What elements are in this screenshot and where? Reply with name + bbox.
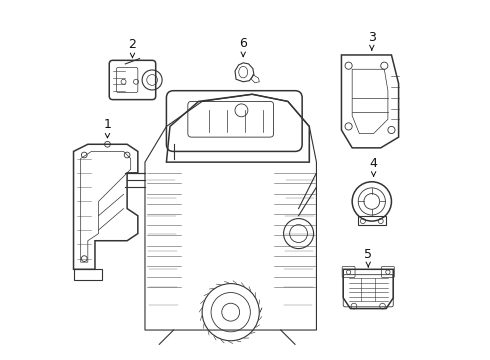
Text: 1: 1 [103, 118, 111, 131]
Text: 5: 5 [364, 248, 372, 261]
Text: 6: 6 [239, 37, 247, 50]
Text: 3: 3 [368, 31, 376, 44]
Text: 2: 2 [128, 39, 136, 51]
Text: 4: 4 [369, 157, 377, 170]
